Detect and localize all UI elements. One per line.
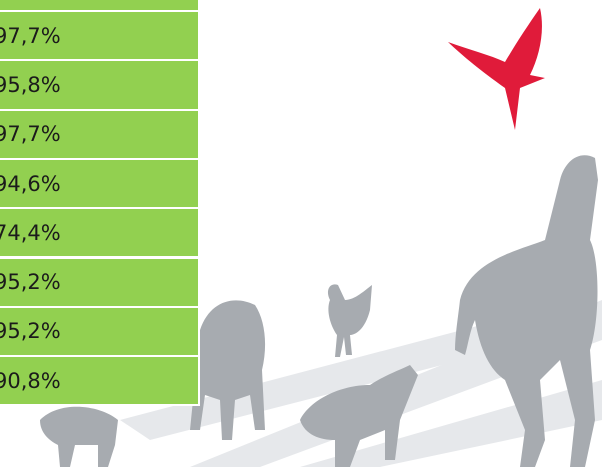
cell-text: 97,7% [0,122,61,146]
table-row: 95,8% [0,61,200,110]
table-row: 90,8% [0,357,200,406]
table-row: 95,2% [0,259,200,308]
cell-text: 94,6% [0,172,61,196]
cell-text: 74,4% [0,221,61,245]
cell-text: 95,2% [0,319,61,343]
page: 97,7% 95,8% 97,7% 94,6% 74,4% 95,2% 95,2% 90,8%… [0,0,602,467]
pig [40,407,118,467]
table-row: 95,2% [0,308,200,357]
cell-text: 90,8% [0,369,61,393]
cell-text: 95,2% [0,270,61,294]
cell-text: 95,8% [0,73,61,97]
table-row: 97,7% [0,12,200,61]
table-row: 97,7% [0,111,200,160]
table-row: 94,6% [0,160,200,209]
cell-text: 97,7% [0,24,61,48]
chicken [328,284,372,357]
table-row [0,0,200,12]
bird-logo [448,8,545,130]
table: 97,7% 95,8% 97,7% 94,6% 74,4% 95,2% 95,2% 90,8% [0,0,202,406]
table-row: 74,4% [0,209,200,258]
